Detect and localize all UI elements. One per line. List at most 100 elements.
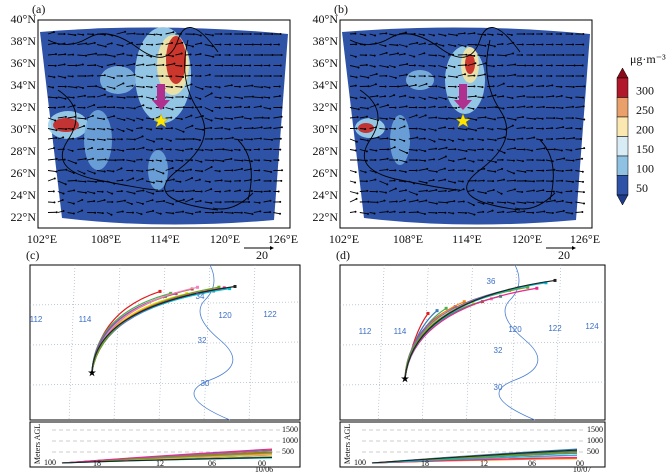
wind-head	[551, 212, 554, 215]
wind-head	[561, 64, 564, 67]
wind-vector	[204, 201, 212, 204]
wind-vector	[57, 96, 66, 100]
wind-head	[269, 75, 272, 77]
wind-head	[452, 169, 455, 172]
wind-head	[103, 139, 106, 142]
wind-vector	[359, 149, 368, 152]
lon-label: 114°E	[150, 232, 180, 246]
wind-head	[220, 75, 223, 77]
wind-head	[142, 86, 145, 89]
wind-vector	[487, 159, 496, 163]
wind-vector	[359, 212, 369, 215]
wind-vector	[359, 75, 369, 79]
wind-head	[572, 43, 575, 46]
wind-vector	[96, 117, 105, 120]
wind-head	[540, 138, 543, 141]
wind-vector	[379, 211, 388, 213]
lon-label: 108°E	[91, 232, 121, 246]
wind-vector	[545, 84, 553, 87]
wind-head	[484, 116, 487, 119]
wind-vector	[224, 158, 232, 161]
lon-label: 126°E	[570, 232, 600, 246]
wind-head	[53, 177, 56, 180]
trajectory-frame	[339, 264, 606, 421]
wind-vector	[145, 138, 155, 143]
wind-vector	[349, 191, 358, 194]
wind-head	[530, 105, 533, 108]
wind-head	[471, 170, 474, 173]
wind-head	[111, 192, 114, 195]
wind-head	[152, 140, 155, 143]
wind-vector	[467, 117, 477, 121]
wind-head	[542, 189, 545, 192]
wind-head	[472, 204, 475, 207]
trajectory-end	[444, 306, 448, 310]
wind-head	[523, 33, 526, 35]
wind-vector	[457, 158, 466, 161]
wind-head	[218, 86, 221, 89]
wind-head	[219, 201, 222, 204]
wind-head	[512, 159, 515, 162]
wind-head	[403, 139, 406, 142]
wind-head	[365, 180, 368, 183]
wind-vector	[47, 53, 57, 56]
wind-head	[91, 157, 94, 160]
wind-head	[563, 157, 566, 160]
wind-vector	[487, 117, 495, 120]
wind-vector	[47, 178, 55, 182]
panel-label: (a)	[32, 2, 45, 16]
wind-vector	[349, 107, 359, 110]
wind-head	[464, 45, 467, 48]
wind-vector	[369, 95, 378, 98]
wind-head	[502, 107, 505, 110]
lat-label: 38°N	[313, 34, 339, 48]
wind-head	[393, 179, 396, 182]
wind-head	[354, 210, 357, 213]
date-label: 10/06	[255, 465, 273, 474]
lon-label: 114°E	[452, 232, 482, 246]
wind-head	[432, 179, 435, 182]
wind-head	[462, 200, 465, 203]
wind-head	[120, 138, 123, 141]
wind-vector	[194, 149, 203, 151]
wind-head	[133, 96, 136, 99]
colorbar-label: 250	[636, 103, 654, 117]
wind-head	[582, 33, 585, 35]
wind-vector	[379, 44, 386, 47]
wind-vector	[516, 116, 524, 119]
wind-head	[260, 126, 263, 129]
wind-head	[182, 170, 185, 173]
wind-head	[491, 53, 494, 56]
wind-vector	[467, 189, 474, 192]
wind-vector	[116, 96, 125, 99]
wind-vector	[57, 106, 65, 108]
wind-head	[445, 146, 448, 149]
wind-head	[354, 55, 357, 58]
wind-head	[521, 191, 524, 194]
wind-head	[443, 167, 446, 170]
wind-head	[159, 212, 162, 215]
wind-head	[364, 171, 367, 174]
wind-head	[582, 43, 585, 46]
wind-vector	[106, 170, 114, 172]
wind-head	[91, 114, 94, 117]
wind-head	[269, 148, 272, 151]
pm-hotspot	[358, 123, 374, 133]
transport-arrow	[152, 84, 170, 110]
wind-vector	[506, 74, 516, 77]
wind-vector	[457, 149, 467, 152]
wind-head	[416, 136, 419, 139]
wind-vector	[418, 83, 427, 87]
wind-head	[503, 151, 506, 154]
wind-vector	[126, 74, 135, 77]
wind-head	[65, 128, 68, 131]
wind-vector	[77, 43, 87, 45]
wind-head	[120, 74, 123, 77]
wind-head	[444, 155, 447, 158]
wind-head	[354, 84, 357, 87]
wind-head	[500, 192, 503, 195]
lon-label: 102°E	[329, 232, 359, 246]
wind-head	[366, 212, 369, 215]
grid-label: 114	[79, 315, 92, 324]
wind-head	[210, 137, 213, 140]
